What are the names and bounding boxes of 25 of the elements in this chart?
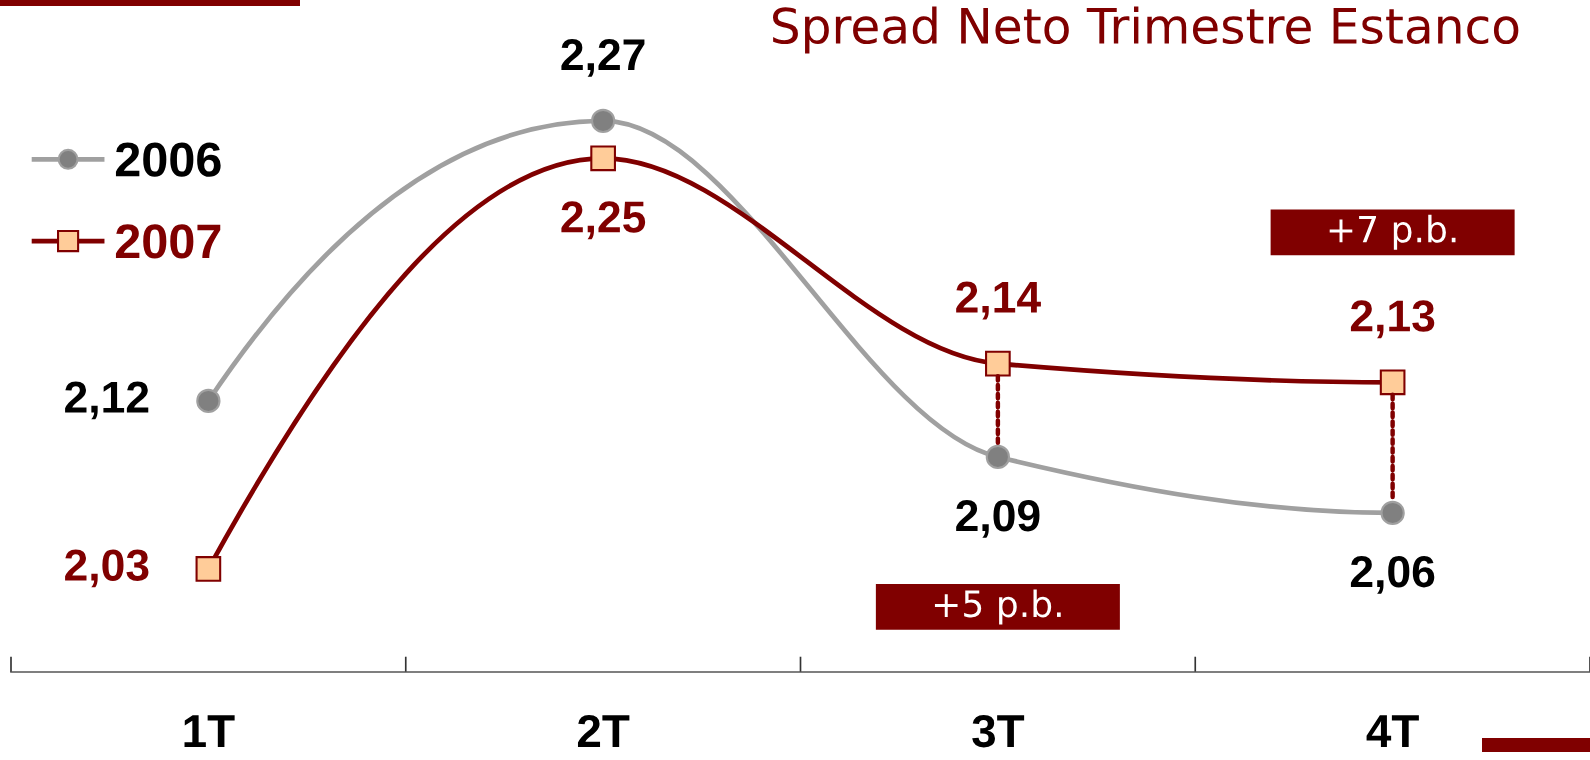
data-label: 2,14 [956, 281, 1041, 320]
point [985, 444, 1011, 470]
x-tick-label: 1T [184, 715, 235, 747]
data-label: 2,27 [561, 38, 645, 77]
text: +5 p.b. [934, 589, 1061, 625]
point [195, 556, 222, 582]
x-tick-label: 4T [1366, 715, 1419, 747]
annotation: +7 p.b. [1329, 214, 1456, 250]
point [1379, 369, 1406, 396]
data-label: 2,12 [65, 381, 149, 420]
data-label: 2,09 [956, 499, 1040, 538]
data-label: 2,13 [1350, 300, 1435, 339]
data-label: 2,06 [1350, 555, 1435, 594]
point [590, 145, 616, 172]
x-tick-label: 2T [577, 714, 630, 747]
point [985, 350, 1011, 377]
data-label: 2,03 [65, 549, 149, 588]
legend-label: 2007 [115, 224, 221, 259]
legend-label: 2006 [115, 142, 221, 177]
data-label: 2,25 [561, 201, 646, 240]
x-tick-label: 3T [972, 714, 1025, 748]
point [590, 108, 616, 134]
point [196, 388, 221, 414]
chart-title: Spread Neto Trimestre Estanco [772, 6, 1519, 54]
point [1380, 500, 1405, 526]
